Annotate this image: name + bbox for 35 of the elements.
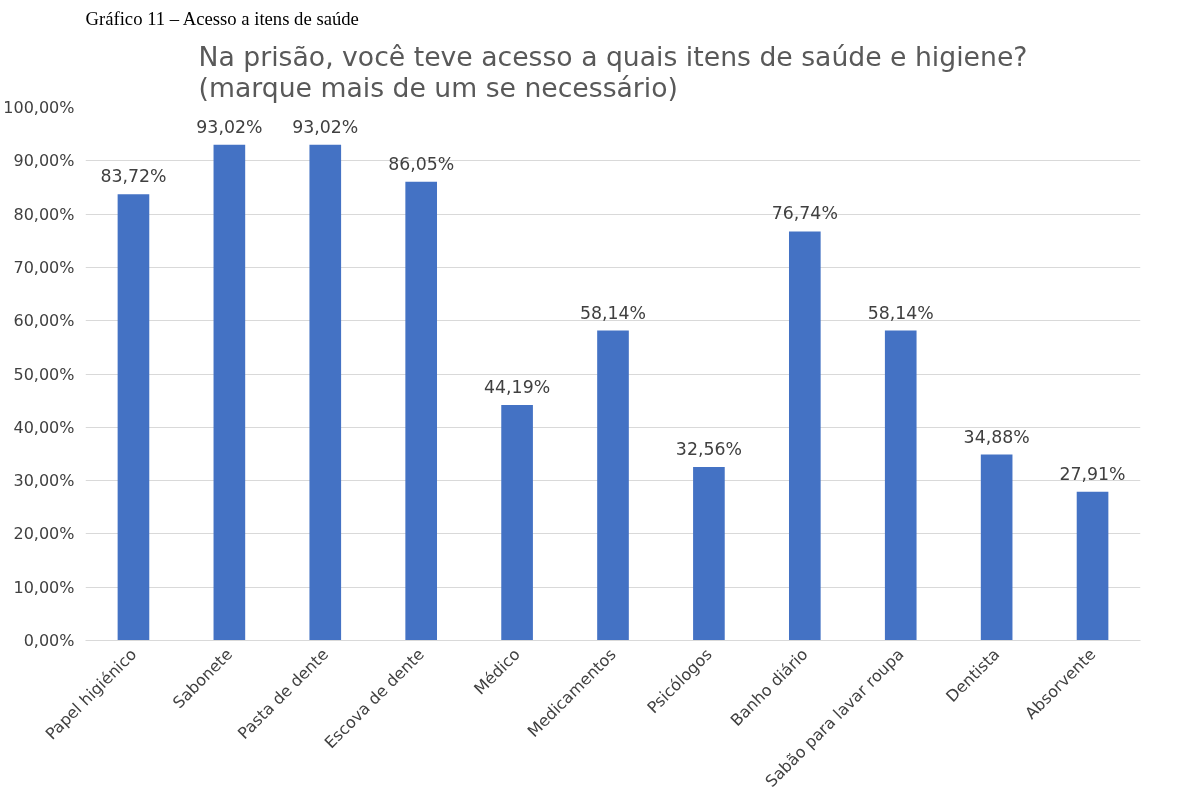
y-tick-label: 60,00% <box>13 311 75 331</box>
data-label: 27,91% <box>1059 463 1126 484</box>
bar <box>788 231 821 641</box>
data-label: 34,88% <box>963 426 1030 447</box>
data-label: 83,72% <box>100 166 167 187</box>
data-label: 44,19% <box>484 376 551 397</box>
data-label: 58,14% <box>867 302 934 323</box>
chart-title: Na prisão, você teve acesso a quais itens de saúde e higiene? (marque mais de um se necessário) <box>198 40 1028 103</box>
bar <box>597 330 629 641</box>
data-label: 86,05% <box>388 153 455 174</box>
data-label: 76,74% <box>771 203 838 224</box>
y-tick-label: 50,00% <box>13 364 75 384</box>
data-label: 93,02% <box>196 116 263 137</box>
y-tick-label: 0,00% <box>23 631 75 650</box>
y-tick-label: 70,00% <box>13 257 75 277</box>
bar <box>309 144 342 641</box>
data-label: 58,14% <box>579 302 647 323</box>
bar <box>405 181 438 641</box>
y-tick-label: 20,00% <box>13 524 75 544</box>
bar <box>1076 491 1109 641</box>
bar <box>117 194 150 641</box>
y-tick-label: 40,00% <box>13 417 75 437</box>
text: Gráfico 11 – Acesso a itens de saúde <box>85 7 359 29</box>
y-tick-label: 90,00% <box>13 151 75 171</box>
y-tick-label: 30,00% <box>13 471 75 491</box>
bar <box>501 404 533 641</box>
y-tick-label: 80,00% <box>13 204 75 224</box>
y-tick-label: 10,00% <box>13 577 75 597</box>
data-label: 32,56% <box>675 438 742 459</box>
data-label: 93,02% <box>292 116 359 137</box>
bar <box>213 144 246 641</box>
y-tick-label: 100,00% <box>3 98 75 117</box>
bar <box>980 454 1013 641</box>
bar <box>693 466 725 641</box>
bar <box>884 330 917 641</box>
